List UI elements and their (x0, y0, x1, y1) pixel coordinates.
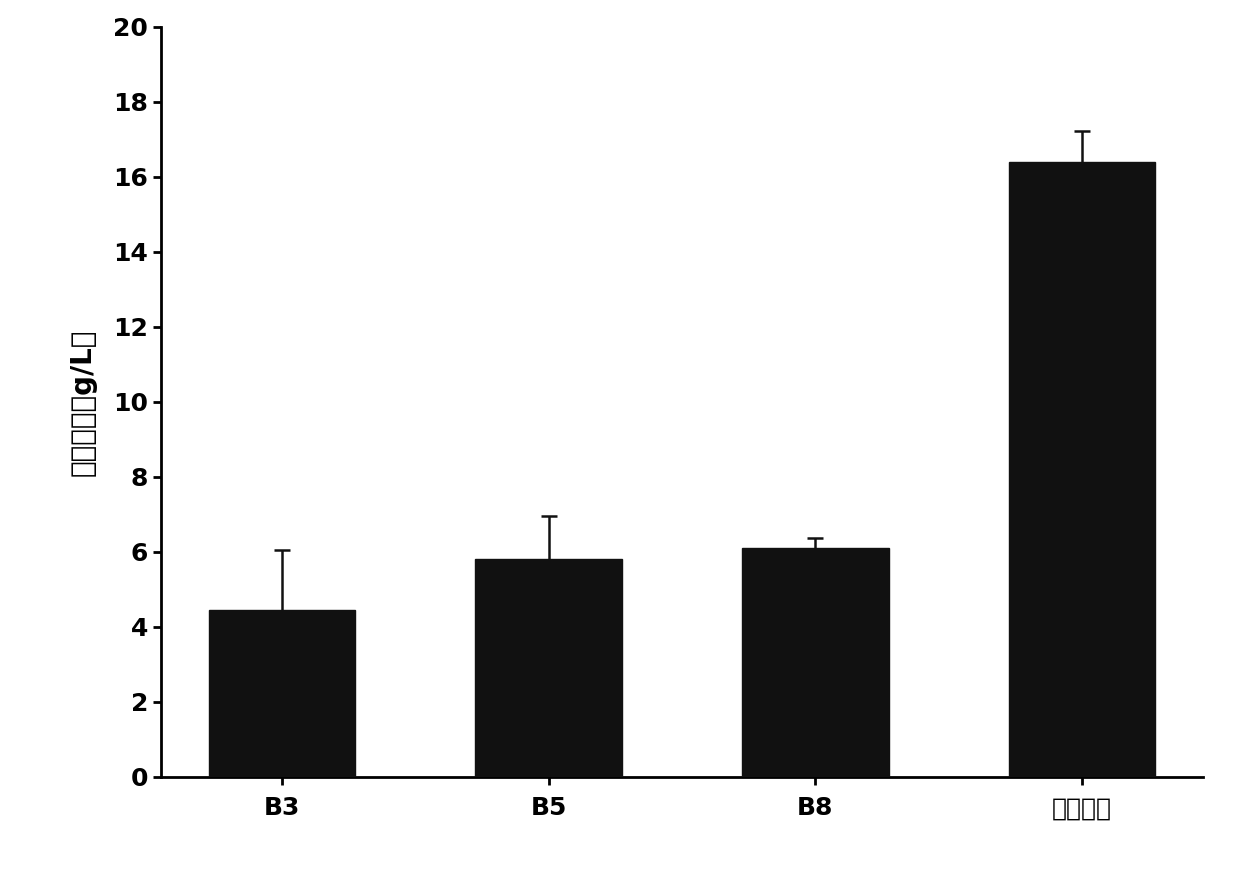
Y-axis label: 胞外多糖（g/L）: 胞外多糖（g/L） (68, 328, 97, 476)
Bar (475, 559, 622, 777)
Bar (208, 610, 355, 777)
Bar (1009, 162, 1156, 777)
Bar (742, 548, 889, 777)
